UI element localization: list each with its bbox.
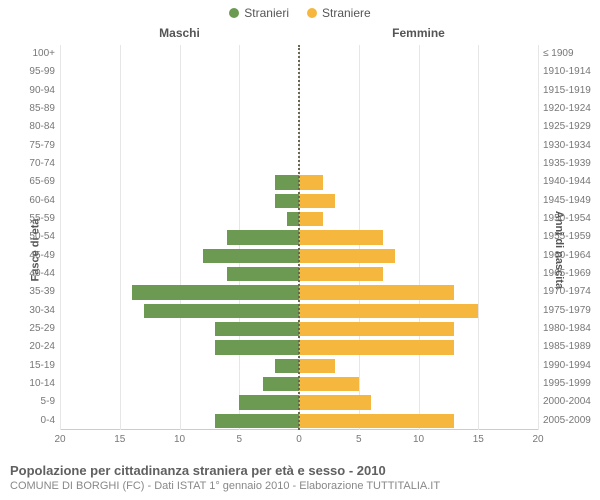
birth-year-label: 1960-1964 (538, 247, 591, 265)
bar-male (203, 249, 299, 263)
bar-male (227, 230, 299, 244)
age-label: 0-4 (41, 412, 60, 430)
birth-year-label: 1955-1959 (538, 228, 591, 246)
bar-female (299, 267, 383, 281)
bar-male (263, 377, 299, 391)
birth-year-label: 1945-1949 (538, 192, 591, 210)
x-tick-label: 10 (413, 430, 424, 445)
legend-swatch-male (229, 8, 239, 18)
bar-female (299, 304, 478, 318)
age-label: 55-59 (29, 210, 60, 228)
bar-male (215, 340, 299, 354)
age-label: 70-74 (29, 155, 60, 173)
chart-subtitle: COMUNE DI BORGHI (FC) - Dati ISTAT 1° ge… (10, 480, 590, 492)
age-label: 35-39 (29, 283, 60, 301)
birth-year-label: 1990-1994 (538, 357, 591, 375)
footer: Popolazione per cittadinanza straniera p… (10, 463, 590, 492)
legend-swatch-female (307, 8, 317, 18)
birth-year-label: 1910-1914 (538, 63, 591, 81)
birth-year-label: 1965-1969 (538, 265, 591, 283)
x-tick-label: 20 (532, 430, 543, 445)
age-label: 95-99 (29, 63, 60, 81)
bar-male (144, 304, 299, 318)
age-label: 40-44 (29, 265, 60, 283)
age-label: 30-34 (29, 302, 60, 320)
legend-item-male: Stranieri (229, 6, 289, 20)
birth-year-label: ≤ 1909 (538, 45, 574, 63)
bar-female (299, 395, 371, 409)
bar-female (299, 340, 454, 354)
column-headers: Maschi Femmine (60, 26, 538, 44)
bar-female (299, 249, 395, 263)
bar-female (299, 359, 335, 373)
bar-male (239, 395, 299, 409)
x-tick-label: 5 (236, 430, 242, 445)
birth-year-label: 1935-1939 (538, 155, 591, 173)
x-tick-label: 15 (114, 430, 125, 445)
column-header-female: Femmine (299, 26, 538, 44)
bar-female (299, 414, 454, 428)
chart-title: Popolazione per cittadinanza straniera p… (10, 463, 590, 478)
bar-female (299, 212, 323, 226)
bar-male (275, 194, 299, 208)
x-tick-label: 0 (296, 430, 302, 445)
age-label: 15-19 (29, 357, 60, 375)
birth-year-label: 1915-1919 (538, 82, 591, 100)
legend-label-male: Stranieri (244, 6, 289, 20)
birth-year-label: 1950-1954 (538, 210, 591, 228)
birth-year-label: 2000-2004 (538, 393, 591, 411)
bar-male (275, 175, 299, 189)
x-tick-label: 20 (54, 430, 65, 445)
birth-year-label: 1995-1999 (538, 375, 591, 393)
birth-year-label: 1925-1929 (538, 118, 591, 136)
age-label: 85-89 (29, 100, 60, 118)
birth-year-label: 1975-1979 (538, 302, 591, 320)
bar-female (299, 285, 454, 299)
bar-male (132, 285, 299, 299)
birth-year-label: 1980-1984 (538, 320, 591, 338)
bar-female (299, 322, 454, 336)
bar-female (299, 230, 383, 244)
age-label: 90-94 (29, 82, 60, 100)
age-label: 100+ (32, 45, 60, 63)
age-label: 80-84 (29, 118, 60, 136)
age-label: 50-54 (29, 228, 60, 246)
column-header-male: Maschi (60, 26, 299, 44)
birth-year-label: 1940-1944 (538, 173, 591, 191)
bar-male (215, 322, 299, 336)
age-label: 60-64 (29, 192, 60, 210)
age-label: 20-24 (29, 338, 60, 356)
birth-year-label: 1930-1934 (538, 137, 591, 155)
pyramid-chart: 055101015152020100+≤ 190995-991910-19149… (60, 45, 538, 430)
age-label: 65-69 (29, 173, 60, 191)
bar-male (275, 359, 299, 373)
age-label: 5-9 (41, 393, 60, 411)
legend: Stranieri Straniere (0, 0, 600, 20)
x-tick-label: 15 (473, 430, 484, 445)
birth-year-label: 1970-1974 (538, 283, 591, 301)
age-label: 75-79 (29, 137, 60, 155)
birth-year-label: 2005-2009 (538, 412, 591, 430)
x-tick-label: 5 (356, 430, 362, 445)
birth-year-label: 1985-1989 (538, 338, 591, 356)
bar-female (299, 377, 359, 391)
legend-item-female: Straniere (307, 6, 371, 20)
age-label: 10-14 (29, 375, 60, 393)
bar-female (299, 175, 323, 189)
center-line (298, 45, 300, 430)
age-label: 45-49 (29, 247, 60, 265)
age-label: 25-29 (29, 320, 60, 338)
bar-male (227, 267, 299, 281)
bar-female (299, 194, 335, 208)
bar-male (215, 414, 299, 428)
birth-year-label: 1920-1924 (538, 100, 591, 118)
x-tick-label: 10 (174, 430, 185, 445)
legend-label-female: Straniere (322, 6, 371, 20)
